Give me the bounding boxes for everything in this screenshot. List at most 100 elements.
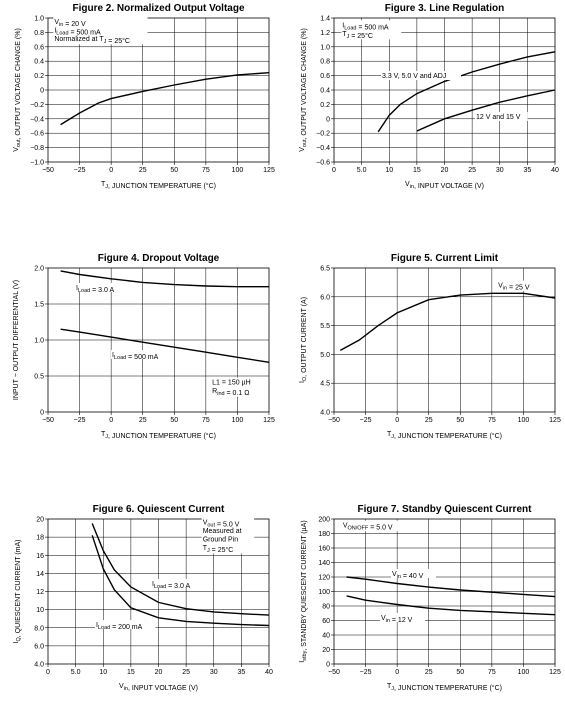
series-label-bg [111,350,172,359]
annotation-text: Normalized at TJ = 25°C [54,36,130,45]
x-tick-label: −50 [328,669,340,676]
x-axis-label: TJ, JUNCTION TEMPERATURE (°C) [101,181,216,190]
series-label-bg [75,283,132,292]
series-label-bg [475,112,528,121]
annotation-bg [201,517,255,554]
series-line [60,72,270,126]
x-tick-label: −50 [42,167,54,174]
y-tick-label: 4.0 [320,410,330,417]
y-tick-label: 14 [36,571,44,578]
y-tick-label: 200 [318,517,330,524]
y-axis-label: Vout, OUTPUT VOLTAGE CHANGE (%) [299,28,308,152]
chart-fig3: Figure 3. Line Regulation 0 5.0 10 15 20 25 30 3… [299,3,559,190]
y-tick-label: 16 [36,553,44,560]
y-tick-label: −0.4 [30,116,44,123]
x-tick-label: 20 [155,669,163,676]
annotation-text: TJ = 25°C [203,545,234,554]
annotation-text: TJ = 25°C [342,31,373,40]
y-tick-label: −0.8 [30,145,44,152]
series-line [416,89,556,132]
annotation-text: Rind = 0.1 Ω [212,388,249,397]
x-tick-label: 25 [139,167,147,174]
x-tick-label: 25 [468,167,476,174]
y-tick-label: 100 [318,589,330,596]
y-tick-label: 0.2 [320,102,330,109]
x-axis-label: TJ, JUNCTION TEMPERATURE (°C) [387,683,502,692]
x-axis-label: TJ, JUNCTION TEMPERATURE (°C) [101,431,216,440]
x-tick-label: 15 [127,669,135,676]
y-tick-label: 180 [318,531,330,538]
x-tick-label: 50 [170,417,178,424]
annotation-text: VON/OFF = 5.0 V [343,523,393,532]
series-label-bg [391,569,436,578]
x-tick-label: 50 [456,417,464,424]
x-tick-label: −25 [74,417,86,424]
y-tick-label: 4.5 [320,381,330,388]
x-tick-label: 100 [518,669,530,676]
series-line [60,328,270,363]
x-tick-label: 0 [109,167,113,174]
y-tick-label: −0.2 [30,102,44,109]
y-tick-label: −0.4 [316,145,330,152]
plot-frame [333,267,556,413]
annotation-text: Ground Pin [203,536,239,543]
chart-title: Figure 6. Quiescent Current [93,504,225,515]
y-tick-label: 0.4 [320,88,330,95]
series-line [60,270,269,288]
y-tick-label: 12 [36,589,44,596]
y-tick-label: 1.0 [320,44,330,51]
x-tick-label: 75 [202,167,210,174]
x-tick-label: 125 [549,417,561,424]
x-tick-label: 125 [263,167,275,174]
x-tick-label: 25 [425,417,433,424]
x-tick-label: 40 [551,167,559,174]
x-tick-label: 75 [488,417,496,424]
x-tick-label: 0 [395,417,399,424]
y-tick-label: 1.2 [320,30,330,37]
y-tick-label: 5.5 [320,323,330,330]
x-axis-label: Vin, INPUT VOLTAGE (V) [119,683,198,692]
x-tick-label: −25 [360,669,372,676]
x-tick-label: −25 [360,417,372,424]
x-tick-label: 75 [202,417,210,424]
y-tick-label: −0.6 [316,160,330,167]
y-tick-label: 4.0 [34,662,44,669]
y-tick-label: −0.6 [30,131,44,138]
y-tick-label: 1.0 [34,338,44,345]
x-tick-label: 125 [549,669,561,676]
y-axis-label: Istby, STANDBY QUIESCENT CURRENT (µA) [299,520,308,662]
x-tick-label: 0 [332,167,336,174]
x-tick-label: 15 [413,167,421,174]
x-tick-label: 20 [441,167,449,174]
annotation-bg [497,280,542,292]
x-tick-label: 30 [496,167,504,174]
x-tick-label: 35 [237,669,245,676]
x-tick-label: 25 [182,669,190,676]
y-tick-label: 8.0 [34,625,44,632]
series-line [91,523,270,616]
y-tick-label: 18 [36,535,44,542]
annotation-text: Vin = 20 V [54,19,86,28]
x-tick-label: 5.0 [357,167,367,174]
annotation-text: ILoad = 500 mA [54,27,101,36]
y-axis-label: IQ, QUIESCENT CURRENT (mA) [13,540,22,644]
series-label: ILoad = 200 mA [96,622,143,631]
y-axis-label: Vout, OUTPUT VOLTAGE CHANGE (%) [13,28,22,152]
series-line [339,292,556,352]
y-tick-label: 120 [318,575,330,582]
y-tick-label: 0.4 [34,59,44,66]
x-tick-label: 5.0 [71,669,81,676]
y-tick-label: 40 [322,633,330,640]
y-tick-label: 2.0 [34,266,44,273]
series-label: ILoad = 500 mA [112,352,159,361]
x-tick-label: 50 [456,669,464,676]
series-line [377,51,556,133]
series-label: Vin = 12 V [381,615,413,624]
x-tick-label: 100 [518,417,530,424]
chart-fig5: Figure 5. Current Limit −50 −25 0 25 50 75 100 1… [299,253,561,440]
y-tick-label: 20 [36,517,44,524]
x-tick-label: 125 [263,417,275,424]
series-label: 12 V and 15 V [476,114,521,121]
chart-title: Figure 4. Dropout Voltage [98,253,220,264]
